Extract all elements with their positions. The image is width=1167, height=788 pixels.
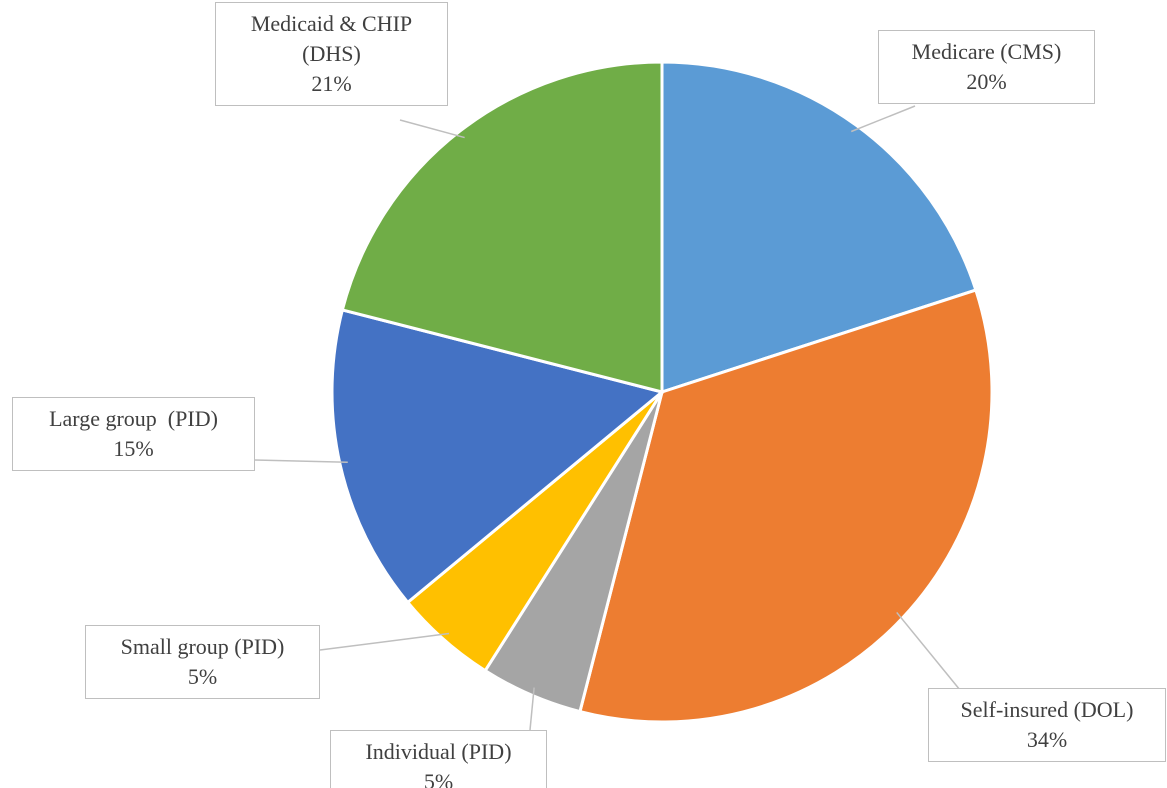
leader-line [850, 105, 916, 133]
pie-slice [660, 60, 978, 395]
data-label: Small group (PID) 5% [85, 625, 320, 699]
value-label: 5% [423, 769, 454, 788]
pie-slice [330, 308, 666, 605]
data-label: Large group (PID) 15% [12, 397, 255, 471]
pie-slice [578, 288, 994, 724]
leader-line [399, 119, 465, 139]
category-label: Large group (PID) [49, 406, 218, 431]
data-label: Self-insured (DOL) 34% [928, 688, 1166, 762]
value-label: 5% [187, 664, 218, 689]
value-label: 34% [1026, 727, 1068, 752]
data-label: Individual (PID) 5% [330, 730, 547, 788]
category-label: Medicaid & CHIP (DHS) [250, 11, 418, 66]
data-label: Medicare (CMS) 20% [878, 30, 1095, 104]
leader-line [319, 632, 450, 651]
value-label: 15% [113, 436, 154, 461]
category-label: Small group (PID) [120, 634, 285, 659]
value-label: 20% [966, 69, 1007, 94]
category-label: Self-insured (DOL) [960, 697, 1134, 722]
pie-slice [340, 60, 664, 394]
category-label: Individual (PID) [365, 739, 512, 764]
leader-line [529, 687, 535, 731]
value-label: 21% [311, 71, 352, 96]
category-label: Medicare (CMS) [911, 39, 1062, 64]
data-label: Medicaid & CHIP (DHS) 21% [215, 2, 448, 106]
leader-line [254, 459, 348, 463]
leader-line [896, 611, 961, 691]
